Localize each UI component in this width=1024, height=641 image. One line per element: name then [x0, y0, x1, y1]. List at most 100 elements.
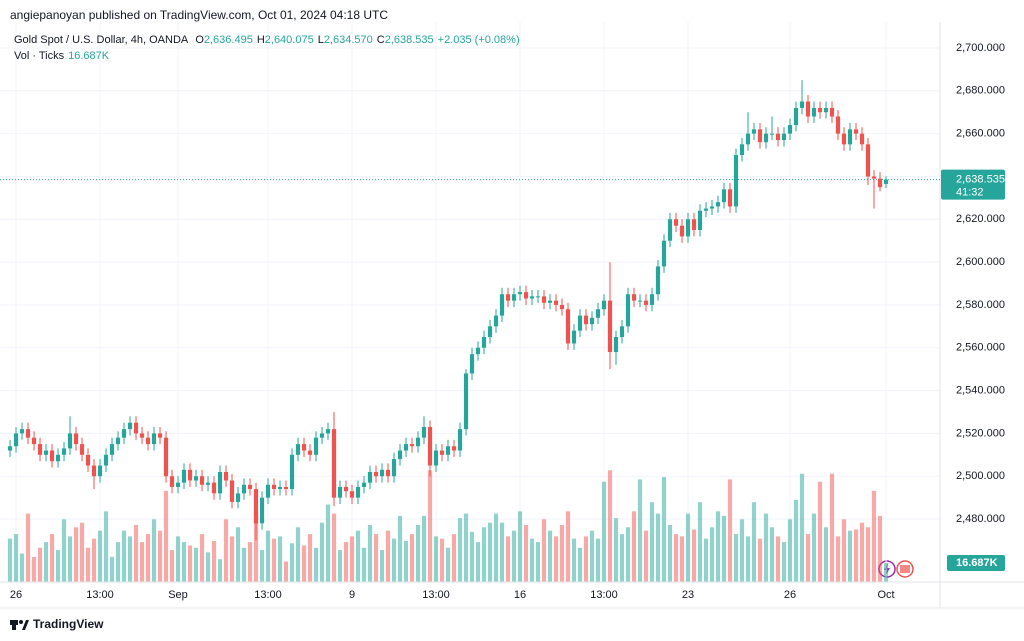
candle-body	[241, 484, 247, 494]
volume-bar	[259, 550, 265, 582]
candle-body	[451, 446, 457, 451]
candle-body	[229, 480, 235, 502]
volume-bar	[649, 502, 655, 582]
volume-bar	[175, 536, 181, 582]
volume-bar	[55, 550, 61, 582]
last-volume-label: 16.687K	[956, 557, 998, 569]
candle-body	[553, 300, 559, 305]
candle-body	[613, 337, 619, 353]
candle-body	[325, 429, 331, 434]
volume-bar	[301, 545, 307, 582]
candle-body	[625, 294, 631, 327]
volume-bar	[673, 534, 679, 582]
volume-bar	[91, 538, 97, 582]
volume-bar	[721, 515, 727, 582]
x-tick-label: 23	[682, 589, 694, 601]
volume-bar	[703, 538, 709, 582]
volume-bar	[775, 536, 781, 582]
volume-bar	[835, 536, 841, 582]
volume-bar	[811, 513, 817, 582]
candle-body	[169, 476, 175, 487]
x-tick-label: Sep	[168, 589, 188, 601]
volume-bar	[499, 522, 505, 582]
volume-bar	[745, 536, 751, 582]
candle-body	[139, 433, 145, 438]
candle-body	[757, 129, 763, 143]
candle-body	[739, 144, 745, 156]
volume-bar	[193, 547, 199, 582]
candle-body	[211, 482, 217, 494]
volume-bar	[577, 547, 583, 582]
volume-bar	[865, 527, 871, 582]
volume-bar	[535, 542, 541, 582]
volume-bar	[307, 534, 313, 582]
candle-body	[679, 225, 685, 237]
candle-body	[67, 433, 73, 449]
candle-body	[175, 482, 181, 487]
y-tick-label: 2,700.000	[956, 42, 1005, 54]
volume-bar	[439, 538, 445, 582]
candle-body	[883, 179, 889, 184]
volume-bar	[403, 540, 409, 582]
volume-bar	[487, 522, 493, 582]
volume-bar	[751, 502, 757, 582]
candle-body	[655, 266, 661, 295]
candle-body	[487, 326, 493, 338]
candle-body	[133, 422, 139, 434]
y-tick-label: 2,660.000	[956, 128, 1005, 140]
candle-body	[643, 300, 649, 305]
candle-body	[541, 296, 547, 303]
volume-bar	[547, 530, 553, 582]
candle-body	[517, 292, 523, 295]
ohlc-value: 2,640.075	[264, 34, 314, 46]
volume-bar	[883, 562, 889, 582]
candle-body	[187, 469, 193, 481]
volume-bar	[43, 542, 49, 582]
candle-body	[367, 471, 373, 483]
candle-body	[697, 210, 703, 230]
candle-body	[277, 486, 283, 490]
volume-bar	[841, 519, 847, 582]
volume-bar	[667, 525, 673, 582]
volume-bar	[79, 522, 85, 582]
candle-body	[439, 450, 445, 455]
volume-bar	[541, 519, 547, 582]
volume-bar	[127, 536, 133, 582]
candle-body	[223, 471, 229, 481]
volume-bar	[421, 515, 427, 582]
candle-body	[199, 476, 205, 485]
volume-bar	[463, 513, 469, 582]
volume-bar	[391, 538, 397, 582]
volume-bar	[103, 511, 109, 582]
volume-bar	[805, 534, 811, 582]
candle-body	[463, 373, 469, 430]
candle-body	[85, 454, 91, 466]
volume-bar	[385, 530, 391, 582]
volume-bar	[37, 547, 43, 582]
candle-body	[91, 465, 97, 477]
candle-body	[799, 101, 805, 108]
candle-body	[703, 208, 709, 211]
volume-bar	[589, 530, 595, 582]
volume-bar	[97, 530, 103, 582]
volume-bar	[715, 511, 721, 582]
volume-bar	[565, 511, 571, 582]
candle-body	[811, 107, 817, 117]
candle-body	[271, 484, 277, 490]
legend-line: Gold Spot / U.S. Dollar, 4h, OANDA O2,63…	[14, 34, 524, 46]
x-tick-label: Oct	[877, 589, 894, 601]
volume-bar	[601, 481, 607, 582]
volume-bar	[31, 556, 37, 582]
volume-bar	[727, 479, 733, 582]
candle-body	[853, 129, 859, 134]
candle-body	[829, 107, 835, 117]
y-tick-label: 2,580.000	[956, 299, 1005, 311]
volume-bar	[331, 513, 337, 582]
volume-bar	[217, 559, 223, 582]
volume-bar	[481, 527, 487, 582]
volume-bar	[169, 550, 175, 582]
x-tick-label: 13:00	[422, 589, 450, 601]
volume-bar	[661, 477, 667, 582]
volume-bar	[733, 534, 739, 582]
